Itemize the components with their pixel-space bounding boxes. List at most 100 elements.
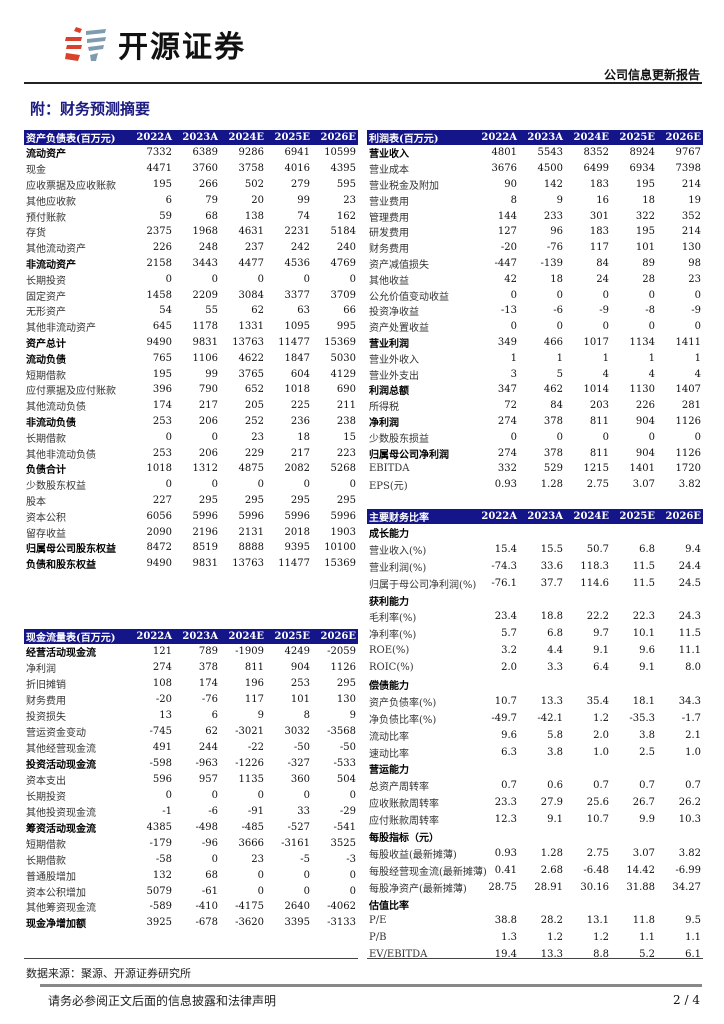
cell-value: 1: [648, 352, 655, 364]
row-label: 净利率(%): [369, 630, 417, 642]
row-label: 利润总额: [369, 386, 409, 398]
cell-value: 3: [510, 368, 517, 380]
table-row: 资产总计 9490 9831 13763 11477 15369: [24, 335, 358, 351]
brand-name: 开源证券: [118, 30, 246, 65]
cell-value: 98: [688, 257, 701, 269]
cell-value: 66: [343, 305, 356, 317]
cell-value: 237: [244, 242, 264, 254]
year-header: 2023A: [174, 629, 220, 644]
cell-value: 957: [198, 773, 218, 785]
cell-value: -4062: [327, 901, 356, 913]
cell-value: 72: [504, 400, 517, 412]
row-label: 短期借款: [26, 839, 66, 851]
row-label: 营运能力: [369, 765, 409, 777]
cell-value: -76: [546, 242, 563, 254]
cell-value: 1130: [629, 384, 655, 396]
table-header-row: 利润表(百万元) 2022A 2023A 2024E 2025E 2026E: [367, 130, 703, 145]
cell-value: 6: [165, 194, 172, 206]
row-label: EBITDA: [369, 463, 410, 475]
row-label: 营业利润: [369, 338, 409, 350]
cell-value: -50: [339, 742, 356, 754]
cell-value: 1720: [675, 463, 701, 475]
cell-value: -58: [155, 853, 172, 865]
table-title: 现金流量表(百万元): [24, 629, 128, 644]
cell-value: 1.2: [547, 932, 563, 944]
row-label: 折旧摊销: [26, 680, 66, 692]
row-label: 营业税金及附加: [369, 180, 439, 192]
cell-value: -1226: [235, 758, 264, 770]
cell-value: 6934: [629, 163, 655, 175]
year-header: 2023A: [174, 130, 220, 145]
table-row: 财务费用 -20 -76 117 101 130: [367, 240, 703, 256]
row-label: 归属母公司股东权益: [26, 544, 116, 556]
financial-ratios-table: 主要财务比率 2022A 2023A 2024E 2025E 2026E 成长能力 营业收入(…: [367, 509, 703, 963]
cell-value: 1135: [238, 773, 264, 785]
row-label: 营业外收入: [369, 354, 419, 366]
row-label: 净负债比率(%): [369, 714, 437, 726]
table-row: 资本公积增加 5079 -61 0 0 0: [24, 883, 358, 899]
report-type: 公司信息更新报告: [603, 68, 700, 82]
year-header: 2026E: [312, 130, 358, 145]
cell-value: -74.3: [491, 560, 517, 572]
empty-cell: [519, 524, 565, 541]
cell-value: 279: [290, 178, 310, 190]
row-label: 获利能力: [369, 596, 409, 608]
cell-value: 378: [198, 662, 218, 674]
row-label: 总资产周转率: [369, 782, 429, 794]
cell-value: -527: [287, 821, 310, 833]
cell-value: 162: [336, 210, 356, 222]
empty-cell: [565, 524, 611, 541]
table-row: 总资产周转率 0.7 0.6 0.7 0.7 0.7: [367, 777, 703, 794]
table-row: 营业外支出 3 5 4 4 4: [367, 366, 703, 382]
cell-value: 130: [681, 242, 701, 254]
table-row: EBITDA 332 529 1215 1401 1720: [367, 461, 703, 477]
cell-value: 26.2: [678, 797, 701, 809]
cell-value: -139: [540, 257, 563, 269]
cell-value: 1.2: [593, 712, 609, 724]
table-row: 现金净增加额 3925 -678 -3620 3395 -3133: [24, 915, 358, 931]
cell-value: 18: [297, 431, 310, 443]
cell-value: 11.5: [678, 628, 701, 640]
cell-value: 9.6: [639, 645, 655, 657]
cell-value: 23.3: [494, 797, 517, 809]
cell-value: 4129: [330, 368, 356, 380]
cell-value: 84: [550, 400, 563, 412]
cell-value: 604: [290, 368, 310, 380]
cell-value: 332: [497, 463, 517, 475]
table-row: 流动负债 765 1106 4622 1847 5030: [24, 350, 358, 366]
cell-value: 24: [596, 273, 609, 285]
cell-value: 0: [165, 273, 172, 285]
cell-value: 8352: [583, 147, 609, 159]
cell-value: 252: [244, 415, 264, 427]
cell-value: 529: [543, 463, 563, 475]
cell-value: 114.6: [580, 577, 609, 589]
year-header: 2024E: [220, 629, 266, 644]
cell-value: 4477: [238, 257, 264, 269]
cell-value: 8: [303, 710, 310, 722]
cell-value: 4769: [330, 257, 356, 269]
cell-value: -5: [300, 853, 310, 865]
table-row: 非流动负债 253 206 252 236 238: [24, 414, 358, 430]
cell-value: 1126: [675, 447, 701, 459]
cell-value: 2231: [284, 226, 310, 238]
cell-value: -3133: [327, 917, 356, 929]
cell-value: 6499: [583, 163, 609, 175]
cell-value: 1.0: [685, 746, 701, 758]
cell-value: 3.82: [678, 847, 701, 859]
cell-value: 34.27: [672, 881, 701, 893]
year-header: 2025E: [611, 509, 657, 524]
cell-value: 466: [543, 336, 563, 348]
cell-value: 4622: [238, 352, 264, 364]
cell-value: 31.88: [626, 881, 655, 893]
table-row: 资产处置收益 0 0 0 0 0: [367, 319, 703, 335]
table-row: 净利润 274 378 811 904 1126: [24, 660, 358, 676]
row-label: 负债合计: [26, 465, 66, 477]
cell-value: 0: [165, 789, 172, 801]
cell-value: 59: [159, 210, 172, 222]
group-row: 获利能力: [367, 592, 703, 609]
cell-value: 63: [297, 305, 310, 317]
cell-value: 9.9: [639, 814, 655, 826]
cell-value: 4500: [537, 163, 563, 175]
row-label: 股本: [26, 496, 46, 508]
cell-value: 5543: [537, 147, 563, 159]
